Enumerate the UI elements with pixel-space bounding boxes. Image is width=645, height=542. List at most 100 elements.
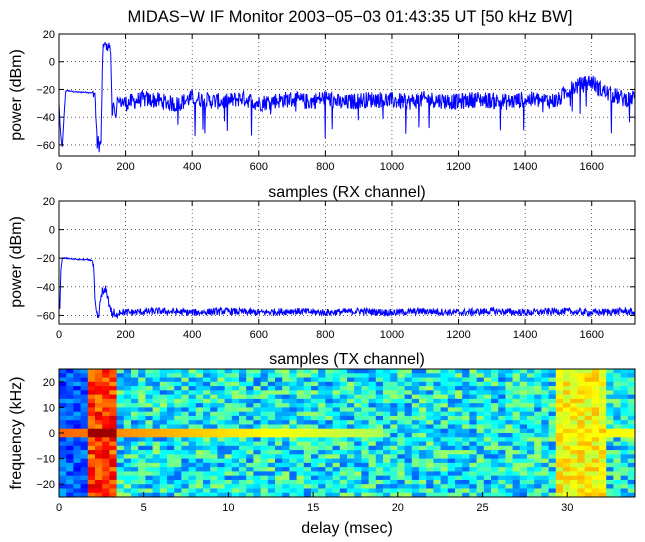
- heatmap-cell: [167, 373, 175, 378]
- heatmap-cell: [606, 369, 614, 374]
- heatmap-cell: [80, 441, 89, 447]
- heatmap-cell: [217, 454, 225, 459]
- heatmap-cell: [246, 458, 254, 464]
- heatmap-cell: [131, 369, 139, 374]
- heatmap-cell: [555, 441, 564, 447]
- heatmap-cell: [267, 441, 276, 447]
- heatmap-cell: [73, 403, 81, 408]
- heatmap-cell: [224, 411, 233, 417]
- heatmap-cell: [80, 373, 89, 378]
- heatmap-cell: [332, 373, 341, 378]
- heatmap-cell: [181, 471, 189, 477]
- heatmap-cell: [131, 445, 139, 451]
- heatmap-cell: [469, 479, 477, 485]
- heatmap-cell: [210, 462, 218, 468]
- heatmap-cell: [95, 450, 103, 455]
- heatmap-cell: [195, 373, 204, 378]
- heatmap-cell: [246, 445, 254, 451]
- heatmap-cell: [512, 454, 521, 459]
- heatmap-cell: [483, 484, 492, 489]
- heatmap-cell: [138, 488, 146, 494]
- spectrum-ytick-label: 0: [49, 428, 55, 440]
- heatmap-cell: [203, 450, 211, 455]
- heatmap-cell: [296, 394, 305, 400]
- heatmap-cell: [469, 369, 477, 374]
- heatmap-cell: [383, 381, 391, 387]
- heatmap-cell: [599, 407, 607, 413]
- heatmap-cell: [289, 458, 297, 464]
- heatmap-cell: [311, 398, 319, 404]
- heatmap-cell: [584, 415, 593, 421]
- heatmap-cell: [368, 458, 377, 464]
- heatmap-cell: [181, 381, 189, 387]
- heatmap-cell: [296, 381, 305, 387]
- heatmap-cell: [519, 381, 528, 387]
- heatmap-cell: [563, 411, 571, 417]
- heatmap-cell: [570, 424, 578, 430]
- heatmap-cell: [390, 441, 398, 447]
- heatmap-cell: [462, 479, 470, 485]
- heatmap-cell: [87, 454, 96, 459]
- heatmap-cell: [563, 467, 571, 472]
- heatmap-cell: [426, 381, 434, 387]
- heatmap-cell: [282, 492, 290, 498]
- heatmap-cell: [534, 462, 542, 468]
- heatmap-cell: [267, 484, 276, 489]
- heatmap-cell: [505, 437, 513, 442]
- heatmap-cell: [447, 398, 456, 404]
- heatmap-cell: [426, 420, 434, 425]
- heatmap-cell: [66, 454, 74, 459]
- heatmap-cell: [195, 467, 204, 472]
- heatmap-cell: [188, 445, 197, 451]
- heatmap-cell: [231, 441, 240, 447]
- heatmap-cell: [447, 381, 456, 387]
- heatmap-cell: [203, 377, 211, 383]
- heatmap-cell: [332, 420, 341, 425]
- heatmap-cell: [483, 441, 492, 447]
- heatmap-cell: [66, 407, 74, 413]
- heatmap-cell: [440, 394, 449, 400]
- heatmap-cell: [73, 407, 81, 413]
- heatmap-cell: [318, 377, 326, 383]
- heatmap-cell: [591, 450, 600, 455]
- heatmap-cell: [318, 420, 326, 425]
- heatmap-cell: [303, 475, 312, 481]
- heatmap-cell: [541, 479, 549, 485]
- heatmap-cell: [591, 445, 600, 451]
- heatmap-cell: [455, 450, 463, 455]
- heatmap-cell: [231, 437, 240, 442]
- heatmap-cell: [174, 484, 182, 489]
- heatmap-cell: [210, 437, 218, 442]
- heatmap-cell: [224, 445, 233, 451]
- heatmap-cell: [419, 479, 427, 485]
- heatmap-cell: [123, 394, 132, 400]
- spectrum-xtick-label: 0: [56, 502, 62, 514]
- heatmap-cell: [253, 398, 261, 404]
- heatmap-cell: [440, 386, 449, 391]
- heatmap-cell: [275, 377, 283, 383]
- heatmap-cell: [498, 484, 506, 489]
- heatmap-cell: [440, 479, 449, 485]
- heatmap-cell: [109, 373, 117, 378]
- heatmap-cell: [188, 398, 197, 404]
- heatmap-cell: [116, 458, 125, 464]
- heatmap-cell: [246, 386, 254, 391]
- heatmap-cell: [447, 424, 456, 430]
- heatmap-cell: [311, 424, 319, 430]
- heatmap-cell: [282, 454, 290, 459]
- heatmap-cell: [116, 445, 125, 451]
- heatmap-cell: [491, 398, 499, 404]
- heatmap-cell: [541, 492, 549, 498]
- heatmap-cell: [527, 492, 535, 498]
- heatmap-cell: [433, 488, 441, 494]
- heatmap-cell: [332, 475, 341, 481]
- heatmap-cell: [577, 445, 585, 451]
- heatmap-cell: [390, 445, 398, 451]
- heatmap-cell: [361, 403, 369, 408]
- heatmap-cell: [289, 411, 297, 417]
- heatmap-cell: [159, 381, 168, 387]
- rx-ticks: 0 200 400 600 800 1000 1200 1400 1600200−20−40−6…: [36, 29, 635, 173]
- heatmap-cell: [505, 398, 513, 404]
- heatmap-cell: [462, 471, 470, 477]
- heatmap-cell: [505, 441, 513, 447]
